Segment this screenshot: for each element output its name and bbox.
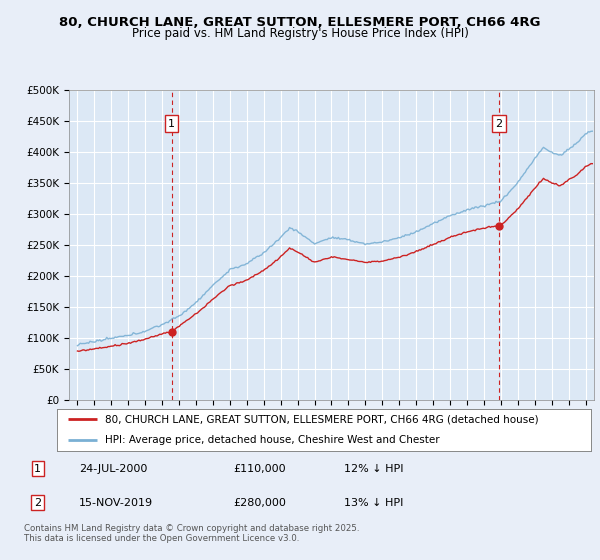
Text: 2: 2 <box>495 119 502 129</box>
Text: HPI: Average price, detached house, Cheshire West and Chester: HPI: Average price, detached house, Ches… <box>105 435 440 445</box>
Text: £280,000: £280,000 <box>234 498 287 507</box>
Text: 2: 2 <box>34 498 41 507</box>
Text: 1: 1 <box>34 464 41 474</box>
Text: 1: 1 <box>168 119 175 129</box>
Text: £110,000: £110,000 <box>234 464 286 474</box>
Text: 24-JUL-2000: 24-JUL-2000 <box>79 464 148 474</box>
Text: Contains HM Land Registry data © Crown copyright and database right 2025.
This d: Contains HM Land Registry data © Crown c… <box>24 524 359 543</box>
Text: 80, CHURCH LANE, GREAT SUTTON, ELLESMERE PORT, CH66 4RG: 80, CHURCH LANE, GREAT SUTTON, ELLESMERE… <box>59 16 541 29</box>
Text: 12% ↓ HPI: 12% ↓ HPI <box>344 464 404 474</box>
Text: 13% ↓ HPI: 13% ↓ HPI <box>344 498 404 507</box>
Text: 15-NOV-2019: 15-NOV-2019 <box>79 498 154 507</box>
Text: 80, CHURCH LANE, GREAT SUTTON, ELLESMERE PORT, CH66 4RG (detached house): 80, CHURCH LANE, GREAT SUTTON, ELLESMERE… <box>105 414 539 424</box>
Text: Price paid vs. HM Land Registry's House Price Index (HPI): Price paid vs. HM Land Registry's House … <box>131 27 469 40</box>
